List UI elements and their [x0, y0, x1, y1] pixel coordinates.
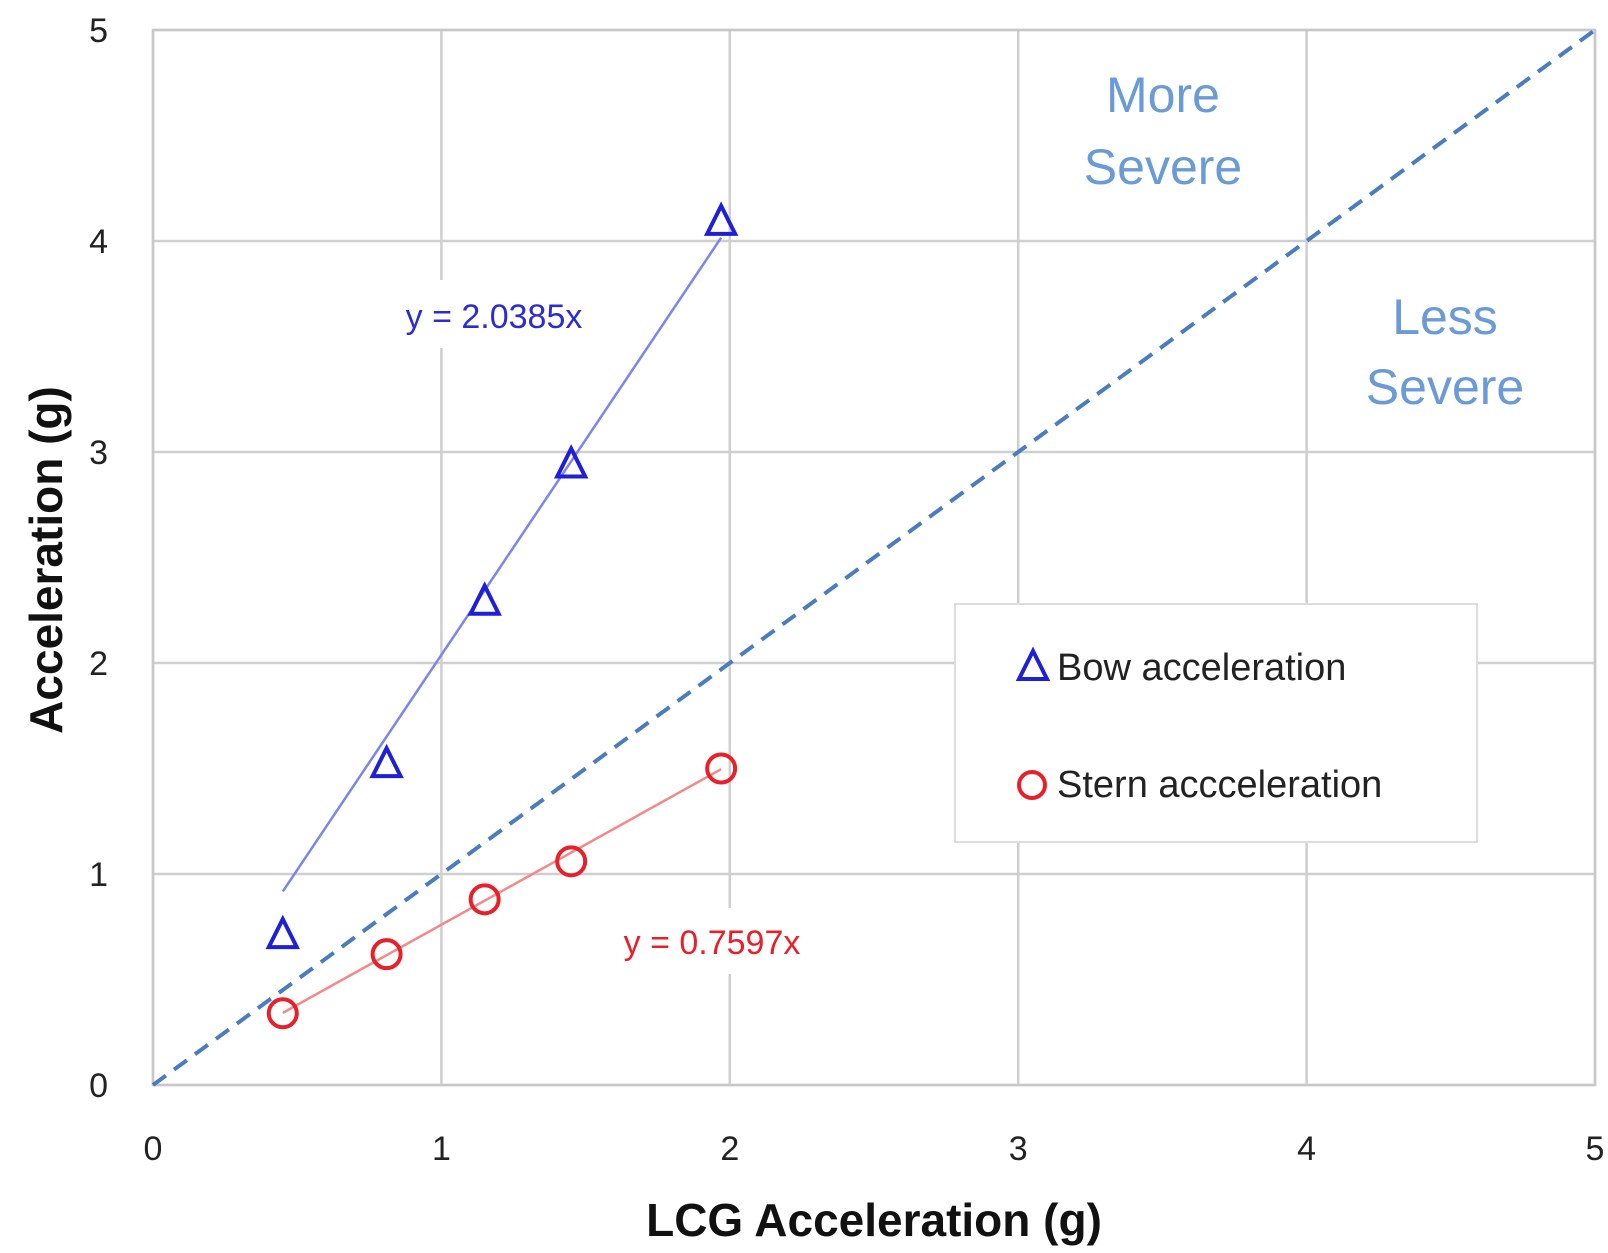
stern-trendline: [282, 768, 722, 1014]
stern-equation-box: [594, 908, 830, 974]
legend-circle-icon: [1017, 770, 1047, 800]
stern-point: [370, 938, 403, 971]
stern-point: [555, 845, 588, 878]
trendlines: [281, 236, 723, 1014]
annotation-less-severe-line-2: Severe: [1366, 359, 1524, 415]
x-tick-label: 2: [720, 1130, 739, 1168]
bow-equation-text: y = 2.0385x: [406, 298, 583, 336]
annotation-less-severe-line-1: Less: [1392, 289, 1498, 345]
x-tick-label: 0: [144, 1130, 163, 1168]
grid: [151, 28, 1597, 1087]
y-tick-label: 2: [89, 645, 108, 683]
annotation-more-severe: More Severe: [1052, 44, 1274, 216]
y-axis-title: Acceleration (g): [20, 386, 72, 734]
stern-point: [266, 997, 299, 1030]
stern-point: [468, 883, 501, 916]
y-tick-label: 0: [89, 1067, 108, 1105]
stern-equation-text: y = 0.7597x: [624, 924, 801, 962]
annotation-less-severe: Less Severe: [1336, 262, 1558, 438]
legend-box: [954, 603, 1478, 843]
reference-line-group: [151, 28, 1597, 1087]
tick-labels: 0 1 2 3 4 5 0 1 2 3 4 5: [89, 12, 1604, 1168]
y-tick-label: 3: [89, 434, 108, 472]
annotation-more-severe-box: [1052, 44, 1274, 216]
axes: [151, 28, 1597, 1087]
reference-line: [151, 28, 1597, 1087]
y-tick-label: 4: [89, 223, 108, 261]
annotation-less-severe-box: [1336, 262, 1558, 438]
bow-point: [553, 444, 589, 479]
bow-point: [467, 581, 502, 616]
y-tick-label: 5: [89, 12, 108, 50]
stern-equation-label: y = 0.7597x: [594, 908, 830, 974]
x-tick-label: 4: [1297, 1130, 1316, 1168]
bow-point: [265, 914, 301, 950]
x-tick-label: 5: [1586, 1130, 1605, 1168]
legend-stern-label: Stern accceleration: [1057, 764, 1382, 806]
bow-equation-label: y = 2.0385x: [376, 280, 614, 348]
stern-point: [705, 752, 738, 785]
bow-point: [369, 743, 404, 779]
bow-trendline: [281, 236, 723, 893]
y-tick-label: 1: [89, 856, 108, 894]
x-axis-title: LCG Acceleration (g): [646, 1194, 1102, 1246]
data-points: [265, 201, 739, 1030]
legend: Bow acceleration Stern accceleration: [954, 603, 1478, 843]
annotation-more-severe-line-2: Severe: [1084, 139, 1242, 195]
bow-equation-box: [376, 280, 614, 348]
legend-triangle-icon: [1015, 646, 1051, 681]
bow-point: [703, 201, 739, 236]
plot-border: [151, 28, 1597, 1087]
x-tick-label: 1: [432, 1130, 451, 1168]
x-tick-label: 3: [1009, 1130, 1028, 1168]
annotation-more-severe-line-1: More: [1106, 67, 1220, 123]
legend-bow-label: Bow acceleration: [1057, 647, 1346, 689]
